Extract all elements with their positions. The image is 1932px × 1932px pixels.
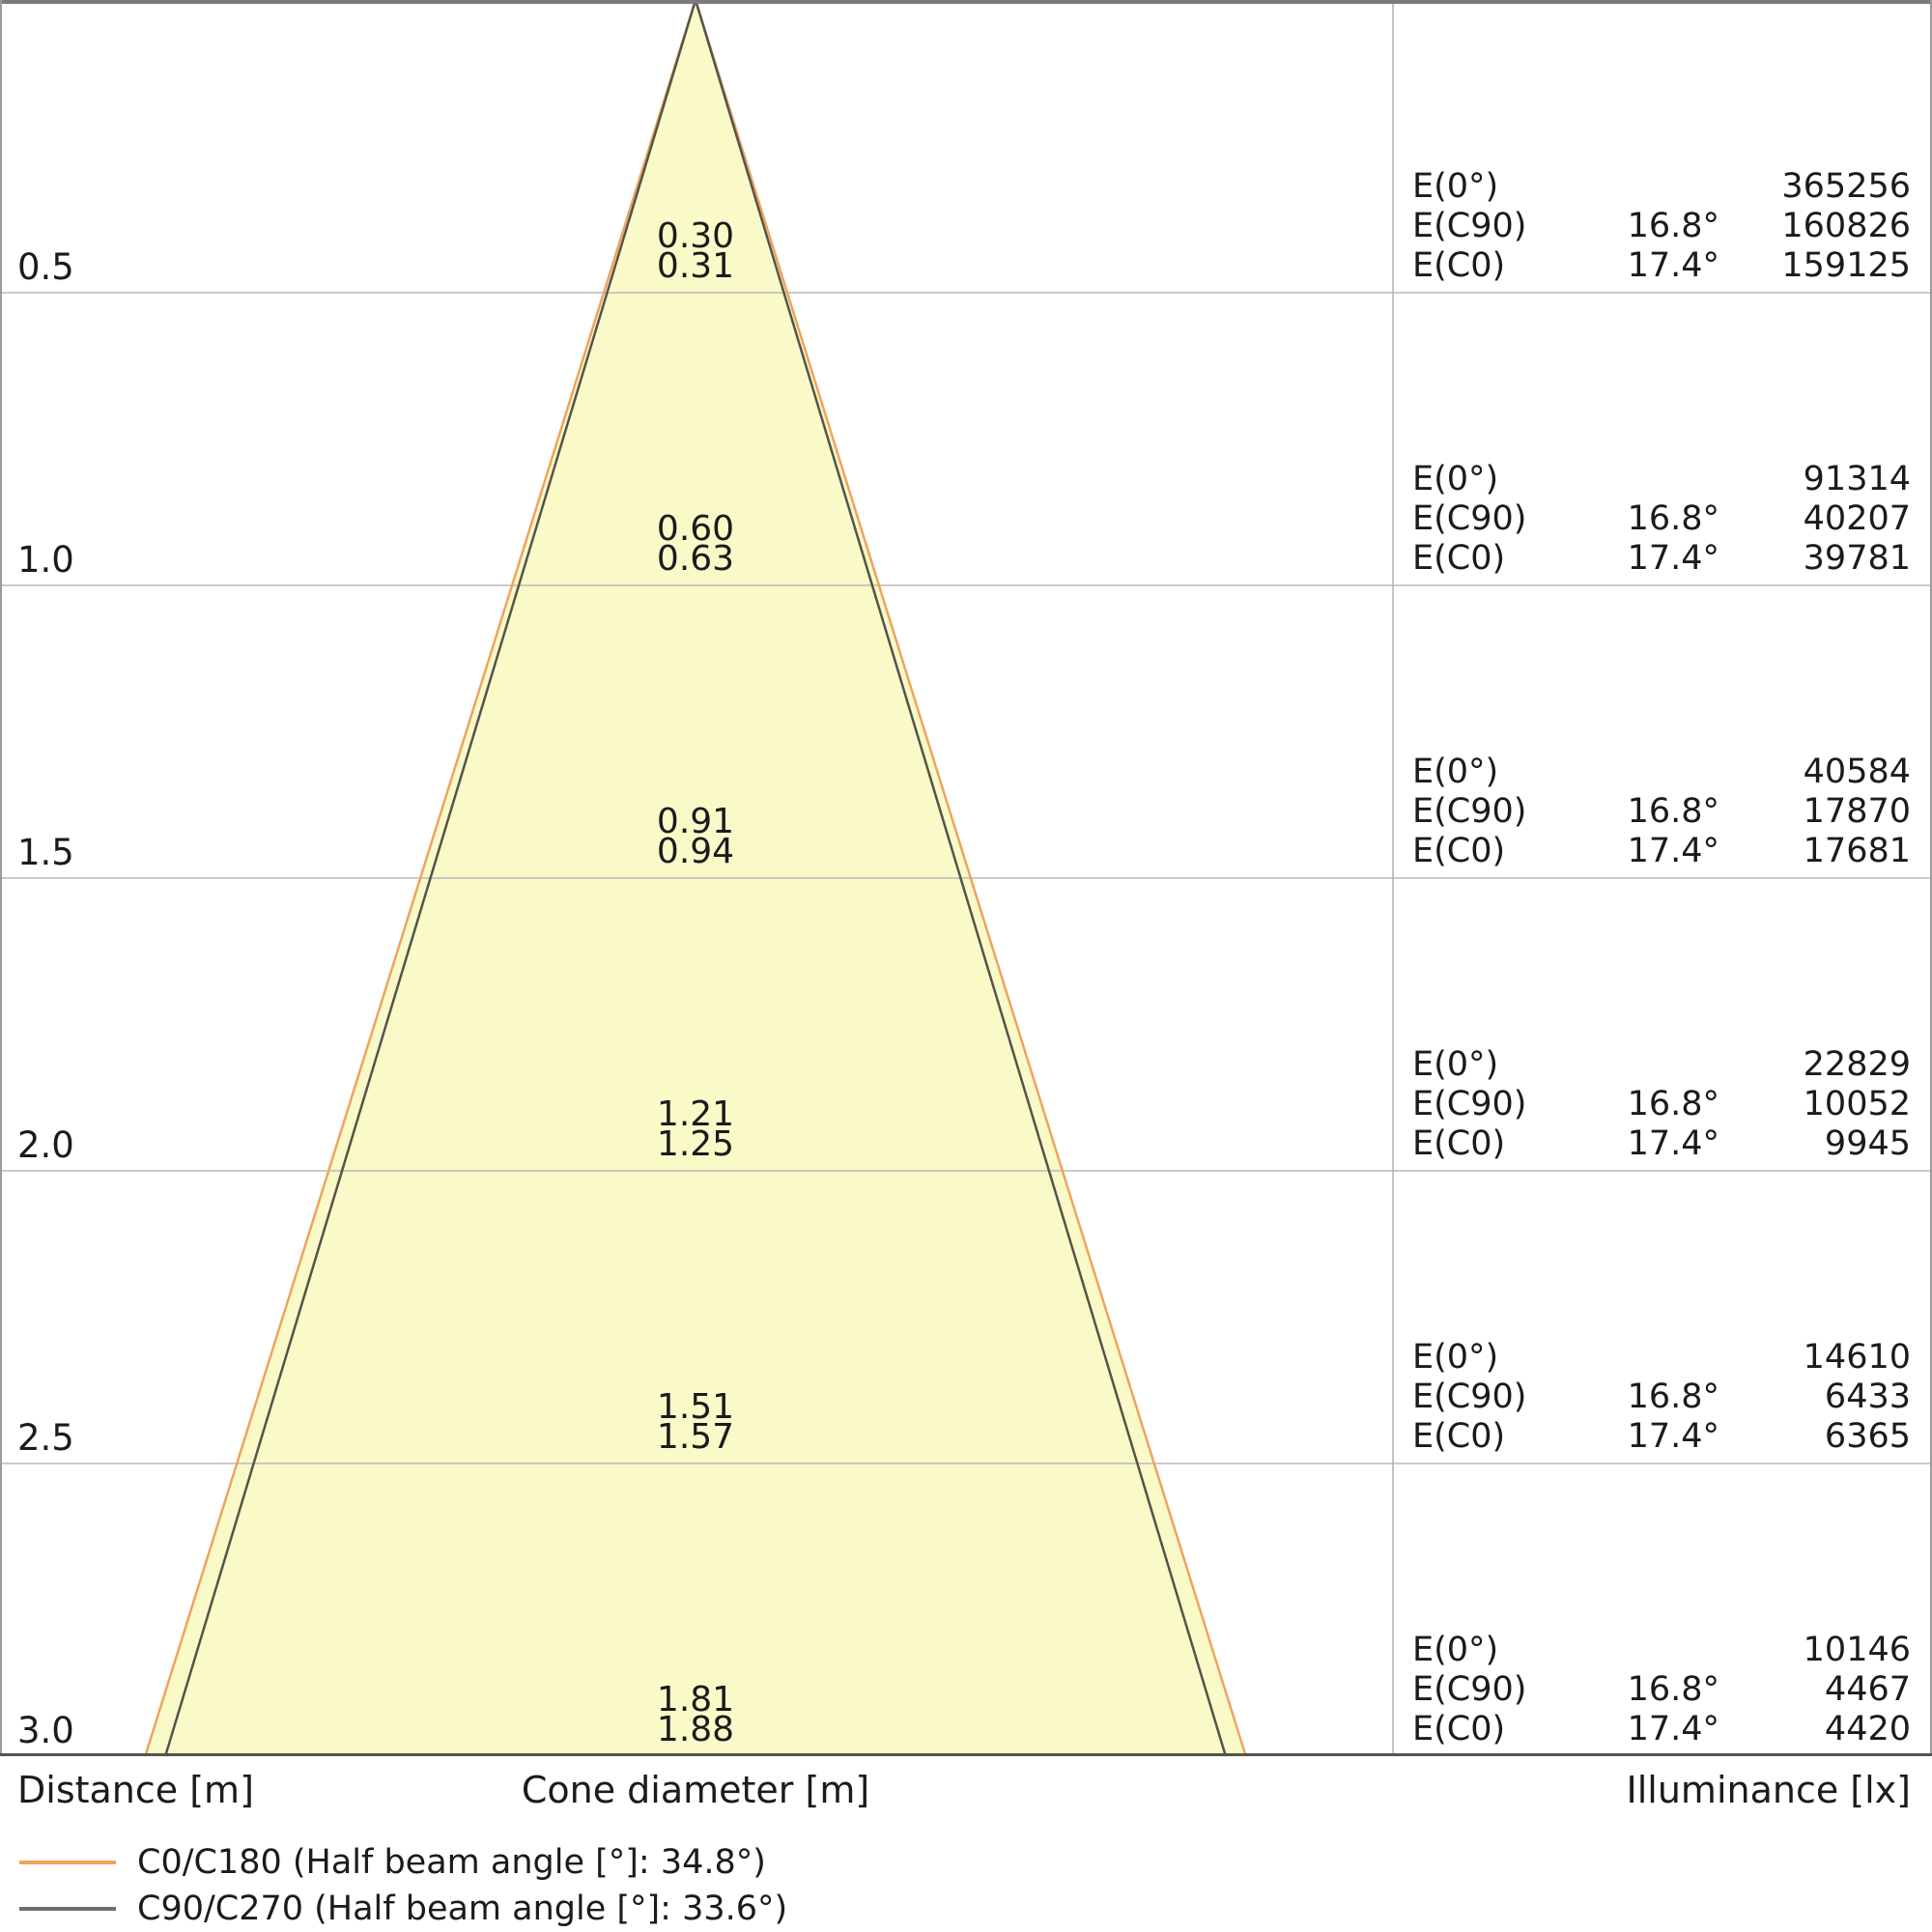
axis-labels-row: Distance [m] Cone diameter [m] Illuminan… [0, 1759, 1932, 1817]
cone-edge-c0-c180 [144, 0, 1247, 1757]
illuminance-axis-label: Illuminance [lx] [1626, 1769, 1911, 1811]
c0-c180-line-swatch [19, 1861, 116, 1864]
legend: C0/C180 (Half beam angle [°]: 34.8°) C90… [19, 1839, 787, 1932]
legend-item-c0-c180: C0/C180 (Half beam angle [°]: 34.8°) [19, 1839, 787, 1886]
legend-item-c90-c270: C90/C270 (Half beam angle [°]: 33.6°) [19, 1886, 787, 1932]
cone-chart-svg [0, 0, 1932, 1757]
cone-edge-c90-c270 [163, 0, 1228, 1757]
cone-chart-area: 0.5 0.30 0.31 E(0°) E(C90) E(C0) 16.8° 1… [0, 0, 1932, 1757]
cone-diameter-axis-label: Cone diameter [m] [521, 1769, 870, 1811]
c90-c270-line-swatch [19, 1907, 116, 1911]
legend-label-c90-c270: C90/C270 (Half beam angle [°]: 33.6°) [137, 1889, 788, 1928]
legend-label-c0-c180: C0/C180 (Half beam angle [°]: 34.8°) [137, 1843, 766, 1882]
distance-axis-label: Distance [m] [17, 1769, 254, 1811]
